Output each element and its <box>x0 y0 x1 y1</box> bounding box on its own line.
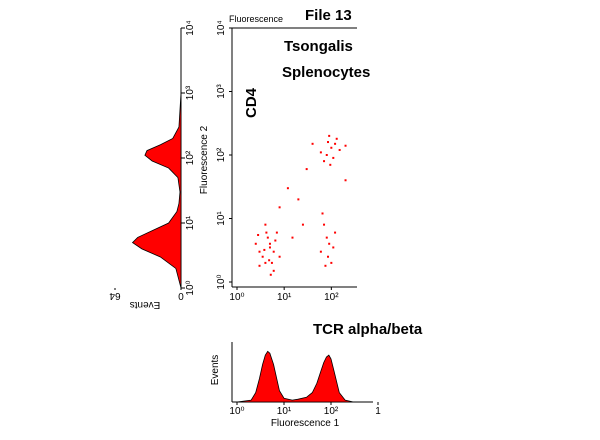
tick-label: 10² <box>324 292 339 303</box>
scatter-point <box>334 142 337 145</box>
scatter-point <box>264 223 267 226</box>
tick-label: 10² <box>185 150 196 165</box>
scatter-point <box>330 146 333 149</box>
scatter-point <box>323 160 326 163</box>
scatter-point <box>278 255 281 258</box>
scatter-point <box>263 248 266 251</box>
tick-label: 10⁰ <box>229 292 244 303</box>
tick-label: 10¹ <box>185 215 196 230</box>
scatter-point <box>272 250 275 253</box>
tick-label: 10⁴ <box>216 20 227 35</box>
scatter-point <box>323 223 326 226</box>
scatter-point <box>268 259 271 262</box>
scatter-point <box>325 154 328 156</box>
scatter-point <box>330 261 333 264</box>
histogram-title: TCR alpha/beta <box>313 321 423 338</box>
scatter-point <box>328 134 331 137</box>
scatter-point <box>269 273 272 276</box>
scatter-point <box>301 223 304 226</box>
scatter-point <box>258 264 261 267</box>
scatter-point <box>272 269 275 272</box>
scatter-point <box>338 148 341 151</box>
scatter-point <box>324 264 327 267</box>
scatter-point <box>264 261 267 264</box>
tick-label: 10¹ <box>277 406 292 417</box>
annotation: Tsongalis <box>284 38 353 55</box>
tick-label: 10⁴ <box>185 20 196 35</box>
tick-label: 10⁰ <box>185 280 196 295</box>
histogram-area <box>236 350 354 403</box>
tick-label: 10⁰ <box>216 274 227 289</box>
scatter-point <box>335 137 338 140</box>
scatter-point <box>274 239 277 242</box>
scatter-point <box>321 212 324 215</box>
scatter-point <box>291 236 294 239</box>
scatter-point <box>319 151 322 154</box>
file-title: File 13 <box>305 7 352 24</box>
y-axis-label: Events <box>210 355 221 386</box>
tick-label: 10² <box>324 406 339 417</box>
scatter-point <box>319 250 322 253</box>
tick-label: 1 <box>375 406 381 417</box>
scatter-x-label: Fluorescence <box>229 14 283 24</box>
scatter-point <box>344 179 347 182</box>
scatter-point <box>329 163 332 166</box>
tick-label: 10² <box>216 147 227 162</box>
scatter-point <box>328 242 331 245</box>
annotation: Splenocytes <box>282 64 370 81</box>
tick-label: 0 <box>178 290 184 301</box>
scatter-point <box>327 255 330 258</box>
tick-label: 10³ <box>185 85 196 100</box>
tick-label: 10¹ <box>277 292 292 303</box>
tick-label: 10¹ <box>216 211 227 226</box>
tick-label: 64 <box>109 290 121 301</box>
scatter-point <box>297 198 300 201</box>
scatter-y-label: CD4 <box>243 87 260 118</box>
scatter-point <box>344 144 347 147</box>
scatter-point <box>265 231 268 234</box>
scatter-point <box>278 206 281 209</box>
scatter-point <box>305 168 308 171</box>
x-axis-label: Events <box>130 299 161 310</box>
x-axis-label: Fluorescence 1 <box>271 418 340 429</box>
y-axis-label: Fluorescence 2 <box>199 125 210 194</box>
scatter-point <box>258 250 261 253</box>
scatter-point <box>325 236 328 239</box>
scatter-point <box>270 261 273 264</box>
scatter-point <box>332 246 335 249</box>
tick-label: 10⁰ <box>229 406 244 417</box>
histogram-area <box>131 28 182 289</box>
scatter-point <box>268 246 271 249</box>
scatter-point <box>332 156 335 159</box>
scatter-point <box>254 242 257 245</box>
scatter-point <box>275 231 278 234</box>
scatter-point <box>257 233 260 236</box>
scatter-point <box>311 142 314 145</box>
tick-label: 10³ <box>216 84 227 99</box>
scatter-point <box>327 141 330 144</box>
scatter-point <box>286 187 289 190</box>
scatter-point <box>268 242 271 245</box>
scatter-point <box>261 255 264 258</box>
scatter-point <box>266 236 269 239</box>
scatter-point <box>334 231 337 234</box>
